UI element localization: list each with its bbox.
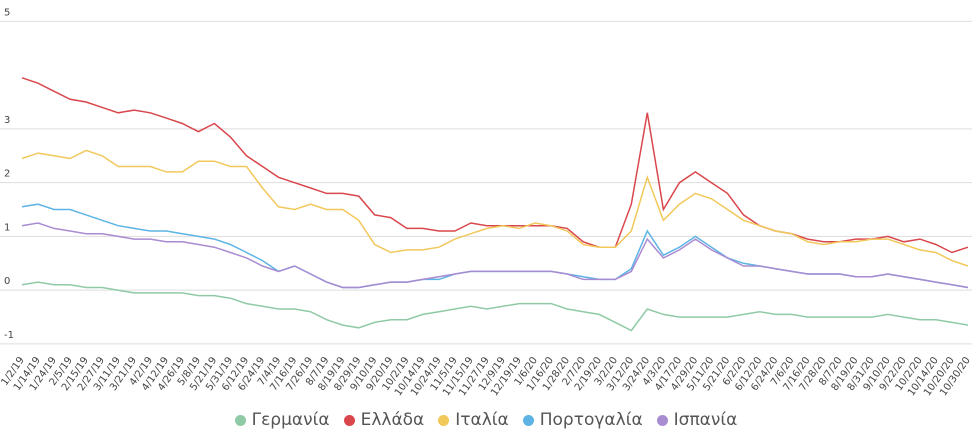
legend-label: Ισπανία: [673, 410, 738, 430]
y-tick-label: 5: [4, 7, 10, 18]
legend-item: Πορτογαλία: [522, 410, 643, 430]
legend-swatch: [343, 414, 355, 426]
y-tick-label: 1: [4, 222, 10, 233]
line-series: [21, 222, 969, 289]
legend-item: Ιταλία: [438, 410, 509, 430]
line-series: [21, 149, 969, 267]
legend-label: Πορτογαλία: [539, 410, 643, 430]
legend-swatch: [234, 414, 246, 426]
legend-label: Ελλάδα: [360, 410, 425, 430]
legend-item: Γερμανία: [234, 410, 330, 430]
line-series: [21, 203, 969, 289]
legend-label: Γερμανία: [251, 410, 330, 430]
legend-label: Ιταλία: [455, 410, 509, 430]
legend: Γερμανία Ελλάδα Ιταλία Πορτογαλία Ισπανία: [0, 410, 972, 430]
line-series: [21, 77, 969, 254]
legend-item: Ισπανία: [656, 410, 738, 430]
y-tick-label: 3: [4, 115, 10, 126]
line-series: [21, 281, 969, 332]
y-tick-label: 0: [4, 276, 10, 287]
y-tick-label: 2: [4, 169, 10, 180]
legend-swatch: [522, 414, 534, 426]
legend-swatch: [438, 414, 450, 426]
legend-swatch: [656, 414, 668, 426]
y-tick-label: -1: [4, 330, 14, 341]
chart: -1012351/2/191/14/191/24/192/5/192/15/19…: [0, 7, 972, 398]
legend-item: Ελλάδα: [343, 410, 425, 430]
